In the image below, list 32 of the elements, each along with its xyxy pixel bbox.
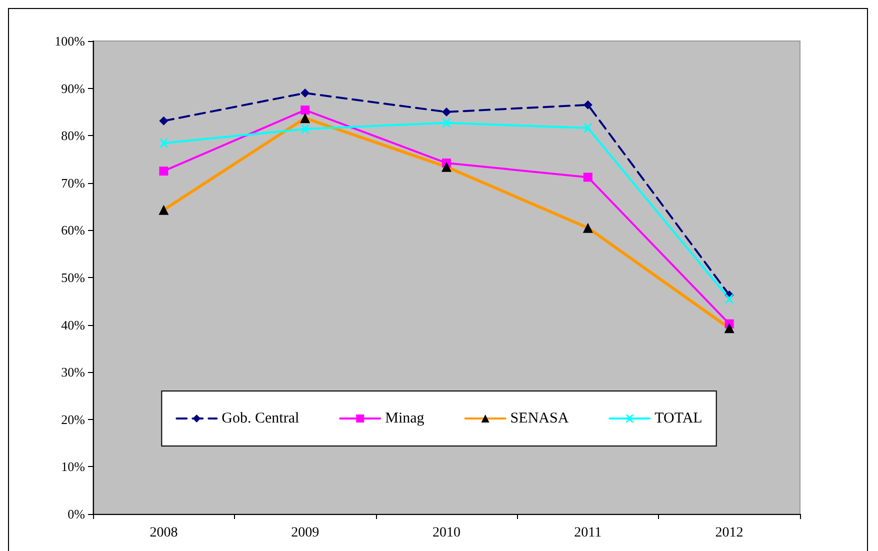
x-tick-label: 2009 [291,526,320,540]
point [583,172,592,182]
legend-label: Gob. Central [222,410,300,426]
point [159,166,168,176]
y-tick-label: 70% [61,175,86,190]
y-tick-label: 60% [61,222,86,238]
legend-label: SENASA [510,410,569,426]
point [159,138,168,148]
legend-label: TOTAL [654,410,702,426]
x-tick-label: 2008 [150,526,178,540]
point [583,124,592,133]
point [724,294,734,304]
y-tick-label: 10% [61,459,86,474]
legend-label: Minag [385,410,425,426]
x-tick-label: 2010 [432,526,460,540]
y-tick-label: 80% [61,128,86,144]
point [300,88,310,98]
point [442,107,451,116]
y-tick-label: 0% [68,506,86,522]
x-tick-label: 2012 [715,526,744,540]
point [159,116,168,126]
y-tick-label: 20% [61,412,86,427]
y-tick-label: 90% [61,80,86,96]
point [300,124,310,134]
point [442,118,451,128]
point [583,100,592,110]
y-tick-label: 50% [61,270,86,285]
point [300,106,310,115]
y-tick-label: 40% [61,317,86,332]
x-tick-label: 2011 [574,526,602,540]
y-tick-label: 100% [54,34,86,48]
y-tick-label: 30% [61,364,86,380]
